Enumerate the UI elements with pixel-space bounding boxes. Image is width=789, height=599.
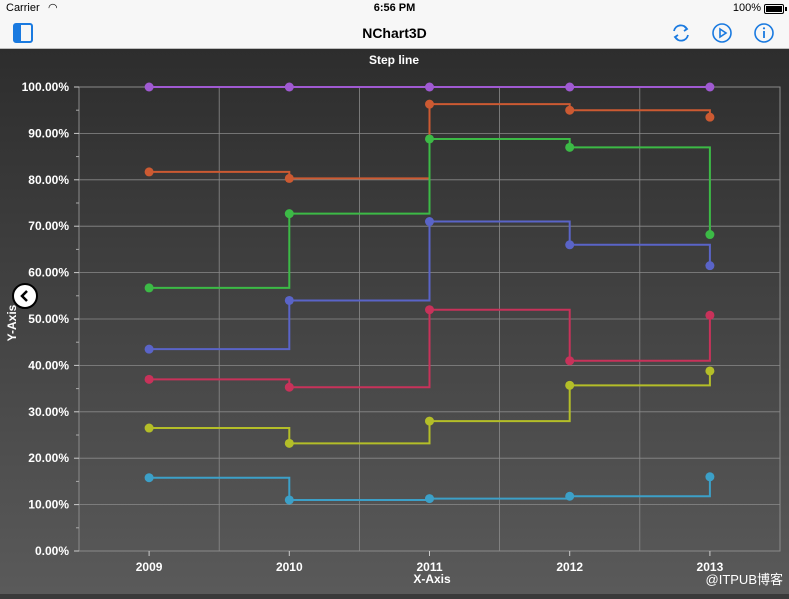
series-1 bbox=[144, 82, 715, 92]
x-tick-label: 2012 bbox=[556, 560, 583, 574]
series-7 bbox=[144, 472, 715, 505]
y-tick-label: 40.00% bbox=[28, 358, 69, 372]
y-tick-label: 0.00% bbox=[35, 544, 69, 558]
data-point[interactable] bbox=[565, 240, 575, 250]
series-2 bbox=[144, 99, 715, 183]
y-tick-label: 100.00% bbox=[22, 80, 70, 94]
data-point[interactable] bbox=[705, 310, 715, 320]
app-title: NChart3D bbox=[362, 25, 427, 41]
data-point[interactable] bbox=[144, 423, 154, 433]
y-tick-label: 90.00% bbox=[28, 126, 69, 140]
data-point[interactable] bbox=[565, 380, 575, 390]
data-point[interactable] bbox=[565, 82, 575, 92]
data-point[interactable] bbox=[284, 82, 294, 92]
status-time: 6:56 PM bbox=[373, 2, 416, 14]
watermark: @ITPUB博客 bbox=[705, 572, 783, 587]
y-tick-label: 80.00% bbox=[28, 173, 69, 187]
series-5 bbox=[144, 305, 715, 392]
data-point[interactable] bbox=[144, 374, 154, 384]
data-point[interactable] bbox=[565, 142, 575, 152]
data-point[interactable] bbox=[705, 230, 715, 240]
data-point[interactable] bbox=[144, 344, 154, 354]
y-tick-label: 60.00% bbox=[28, 266, 69, 280]
back-button[interactable] bbox=[12, 283, 38, 309]
data-point[interactable] bbox=[425, 217, 434, 227]
data-point[interactable] bbox=[284, 438, 294, 448]
series-4 bbox=[144, 217, 715, 354]
step-line-chart: Step line 0.00% 10.00% 20.00% 30.00% 40.00% 5… bbox=[5, 53, 781, 586]
series-6 bbox=[144, 366, 715, 448]
data-point[interactable] bbox=[565, 491, 575, 501]
navigation-bar: NChart3D bbox=[0, 18, 789, 49]
sidebar-toggle-icon[interactable] bbox=[11, 21, 35, 45]
y-tick-label: 50.00% bbox=[28, 312, 69, 326]
y-tick-label: 10.00% bbox=[28, 498, 69, 512]
data-point[interactable] bbox=[705, 82, 715, 92]
wifi-icon: ◠ bbox=[48, 2, 58, 14]
x-tick-label: 2011 bbox=[416, 560, 442, 574]
data-point[interactable] bbox=[565, 356, 575, 366]
data-point[interactable] bbox=[425, 494, 434, 504]
chart-area: Step line 0.00% 10.00% 20.00% 30.00% 40.00% 5… bbox=[0, 49, 789, 594]
chevron-left-icon bbox=[20, 290, 28, 302]
status-bar: Carrier ◠ 6:56 PM 100% bbox=[0, 0, 789, 18]
series-3 bbox=[144, 134, 715, 293]
refresh-icon[interactable] bbox=[669, 21, 693, 45]
data-point[interactable] bbox=[144, 473, 154, 483]
data-point[interactable] bbox=[425, 134, 434, 144]
grid bbox=[74, 86, 781, 556]
data-point[interactable] bbox=[705, 472, 715, 482]
x-tick-label: 2010 bbox=[276, 560, 303, 574]
data-point[interactable] bbox=[705, 366, 715, 376]
data-point[interactable] bbox=[425, 99, 434, 109]
data-point[interactable] bbox=[565, 105, 575, 115]
data-point[interactable] bbox=[705, 112, 715, 122]
y-tick-label: 20.00% bbox=[28, 451, 69, 465]
data-point[interactable] bbox=[705, 261, 715, 271]
x-axis-label: X-Axis bbox=[413, 572, 451, 586]
data-point[interactable] bbox=[425, 416, 434, 426]
y-tick-label: 30.00% bbox=[28, 405, 69, 419]
data-point[interactable] bbox=[144, 167, 154, 177]
series-group bbox=[144, 82, 715, 505]
y-tick-labels: 0.00% 10.00% 20.00% 30.00% 40.00% 50.00% 60.00… bbox=[22, 80, 70, 558]
chart-title: Step line bbox=[369, 53, 419, 67]
data-point[interactable] bbox=[425, 82, 434, 92]
play-icon[interactable] bbox=[710, 21, 734, 45]
info-icon[interactable] bbox=[752, 21, 776, 45]
data-point[interactable] bbox=[144, 283, 154, 293]
data-point[interactable] bbox=[144, 82, 154, 92]
x-tick-labels: 2009 2010 2011 2012 2013 bbox=[136, 560, 724, 574]
data-point[interactable] bbox=[284, 209, 294, 219]
data-point[interactable] bbox=[284, 295, 294, 305]
battery-percentage: 100% bbox=[732, 2, 761, 14]
data-point[interactable] bbox=[284, 173, 294, 183]
carrier-label: Carrier bbox=[6, 2, 40, 14]
x-tick-label: 2009 bbox=[136, 560, 163, 574]
data-point[interactable] bbox=[425, 305, 434, 315]
x-tick-label: 2013 bbox=[697, 560, 724, 574]
battery-icon bbox=[764, 4, 787, 14]
y-axis-label: Y-Axis bbox=[5, 304, 19, 341]
y-tick-label: 70.00% bbox=[28, 219, 69, 233]
data-point[interactable] bbox=[284, 382, 294, 392]
data-point[interactable] bbox=[284, 495, 294, 505]
